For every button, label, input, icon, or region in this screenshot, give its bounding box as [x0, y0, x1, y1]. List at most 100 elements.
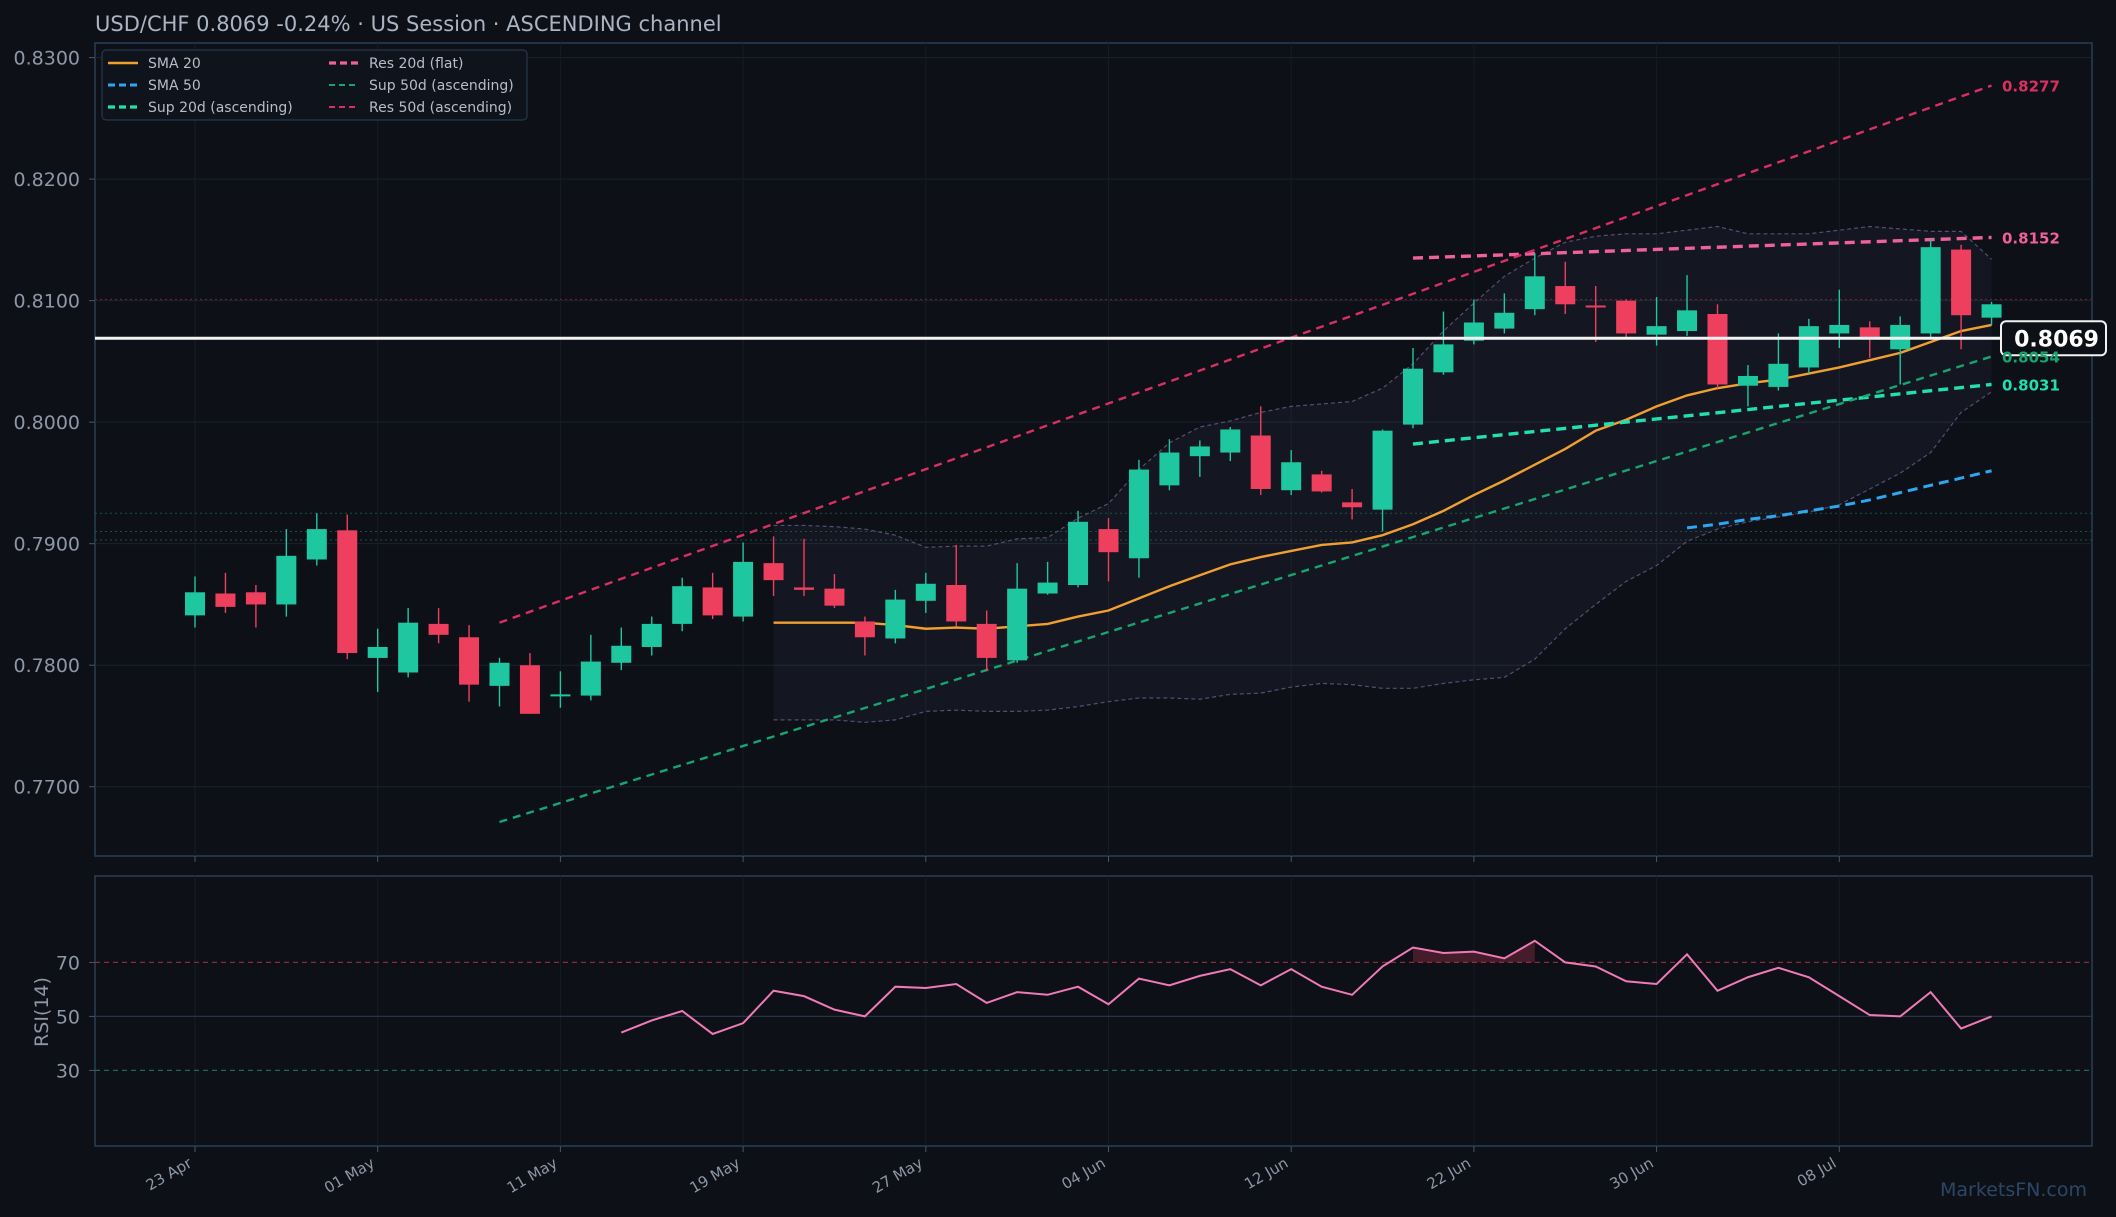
indicator-lines [499, 84, 1992, 824]
candle-body [1920, 247, 1941, 334]
rsi-line [620, 939, 1992, 1036]
rsi-overbought-fill [1413, 947, 1444, 963]
candle-body [1981, 304, 2002, 318]
candle-body [1007, 588, 1028, 661]
candle-body [367, 646, 388, 658]
candle-body [1403, 368, 1423, 425]
price-tick-label: 0.8100 [14, 291, 80, 313]
legend-label: SMA 20 [148, 56, 201, 72]
rsi-tick-label: 70 [56, 952, 80, 974]
candle-body [459, 637, 480, 685]
candle-body [306, 529, 327, 560]
candle-body [1159, 452, 1180, 486]
candle-body [1737, 375, 1758, 386]
candle-body [428, 623, 449, 635]
candle-body [1220, 429, 1241, 453]
candle-body [1494, 312, 1515, 329]
candle-body [763, 563, 784, 581]
candle-body [1951, 249, 1972, 316]
legend-box [101, 49, 528, 121]
candle-body [276, 555, 297, 605]
candle-body [1098, 529, 1119, 553]
price-panel [94, 42, 2093, 857]
candle-body [1128, 469, 1149, 559]
chart-title: USD/CHF 0.8069 -0.24% · US Session · ASC… [95, 12, 722, 36]
candle-body [1068, 521, 1089, 585]
candle-body [1768, 363, 1789, 387]
price-tick-label: 0.8200 [14, 169, 80, 191]
legend: SMA 20 Res 20d (flat) SMA 50 Sup 50d (ascen… [101, 49, 528, 121]
candle-body [794, 587, 814, 590]
candle-body [1189, 446, 1210, 457]
candle-body [824, 588, 845, 606]
rsi-axis-label: RSI(14) [31, 977, 53, 1047]
candle-body [885, 599, 906, 639]
series-sup50 [499, 355, 1992, 824]
candle-body [550, 694, 571, 697]
level-label: 0.8054 [2002, 349, 2060, 367]
candle-body [1798, 326, 1819, 368]
candle-body [1342, 502, 1363, 508]
legend-label: Sup 50d (ascending) [369, 78, 514, 94]
price-tick-label: 0.8300 [14, 48, 80, 70]
candle-body [337, 530, 358, 654]
level-label: 0.8277 [2002, 78, 2060, 96]
candle-body [580, 661, 601, 696]
candle-body [1646, 326, 1667, 335]
candle-body [976, 623, 997, 658]
level-labels: 0.8277 0.8152 0.8054 0.8031 [2002, 78, 2060, 395]
candle-body [854, 621, 875, 638]
series-res20 [1412, 235, 1992, 260]
series-sma20 [773, 323, 1992, 630]
candle-body [519, 665, 540, 714]
price-tick-label: 0.7700 [14, 777, 80, 799]
price-tick-label: 0.7900 [14, 534, 80, 556]
last-price-marker: 0.8069 [95, 320, 2107, 357]
series-sup20 [1412, 382, 1992, 446]
rsi-tick-label: 30 [56, 1060, 80, 1082]
legend-label: Res 50d (ascending) [369, 100, 512, 116]
last-price-label: 0.8069 [2014, 327, 2099, 352]
candle-body [733, 561, 754, 617]
candle-body [1524, 276, 1545, 310]
candle-body [1250, 435, 1271, 489]
candle-body [1859, 327, 1880, 339]
series-sma50 [1686, 469, 1992, 530]
candle-body [1707, 314, 1728, 385]
level-label: 0.8031 [2002, 376, 2060, 394]
candle-body [1311, 474, 1332, 492]
candle-body [1585, 305, 1606, 308]
candle-body [611, 645, 632, 663]
candle-body [398, 622, 419, 673]
band-lower [773, 391, 1992, 723]
price-axis: 0.7700 0.7800 0.7900 0.8000 0.8100 0.8200 0.83… [14, 48, 95, 799]
candle-body [185, 592, 205, 616]
level-label: 0.8152 [2002, 229, 2060, 247]
watermark: MarketsFN.com [1940, 1179, 2087, 1201]
candle-body [1616, 300, 1637, 334]
candle-body [245, 592, 266, 605]
series-res50 [499, 84, 1992, 624]
candle-body [1281, 462, 1302, 491]
candlesticks [185, 238, 2002, 714]
rsi-overbought-fill [1443, 951, 1474, 963]
band-upper [773, 225, 1992, 548]
candle-body [702, 587, 723, 616]
candle-body [1463, 322, 1484, 341]
last-price-tag [2000, 320, 2107, 357]
rsi-tick-label: 50 [56, 1006, 80, 1028]
candle-body [672, 586, 693, 624]
candle-body [1555, 286, 1576, 305]
candle-body [215, 593, 236, 607]
price-tick-label: 0.7800 [14, 655, 80, 677]
candle-body [1677, 310, 1698, 332]
candle-body [489, 662, 510, 686]
legend-label: Sup 20d (ascending) [148, 100, 293, 116]
candle-body [641, 623, 662, 647]
legend-label: Res 20d (flat) [369, 56, 463, 72]
candle-body [1372, 430, 1393, 510]
candle-body [1037, 582, 1058, 594]
candle-body [1829, 324, 1850, 334]
